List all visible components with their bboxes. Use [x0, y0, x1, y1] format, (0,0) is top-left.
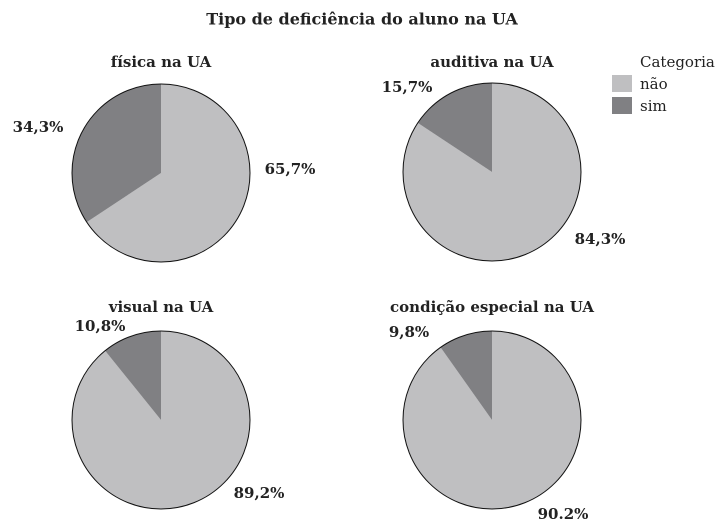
value-label: 65,7%	[265, 160, 316, 178]
chart-title: Tipo de deficiência do aluno na UA	[206, 10, 518, 29]
value-label: 90.2%	[538, 505, 589, 522]
pie-title: visual na UA	[108, 298, 214, 316]
value-label: 9,8%	[389, 323, 429, 341]
pie-outline	[402, 330, 582, 510]
pie-outline	[402, 82, 582, 262]
pie-slice	[72, 84, 161, 223]
pie-title: física na UA	[111, 53, 212, 71]
value-label: 84,3%	[575, 230, 626, 248]
pie-slice	[71, 331, 251, 510]
value-label: 10,8%	[75, 317, 126, 335]
legend-label: sim	[640, 97, 667, 115]
legend-label: não	[640, 75, 668, 93]
pie-title: condição especial na UA	[390, 298, 594, 316]
value-label: 34,3%	[13, 118, 64, 136]
value-label: 89,2%	[234, 484, 285, 502]
pie-slice	[417, 83, 492, 172]
pie-title: auditiva na UA	[430, 53, 554, 71]
pie-slice	[440, 331, 492, 420]
legend-swatch	[612, 75, 632, 92]
value-label: 15,7%	[382, 78, 433, 96]
pie-slice	[403, 83, 582, 261]
pie-outline	[71, 330, 251, 510]
pie-outline	[71, 83, 251, 263]
legend-swatch	[612, 97, 632, 114]
pie-slice	[86, 84, 251, 262]
legend-title: Categoria	[640, 53, 715, 71]
pie-slice	[105, 331, 161, 420]
